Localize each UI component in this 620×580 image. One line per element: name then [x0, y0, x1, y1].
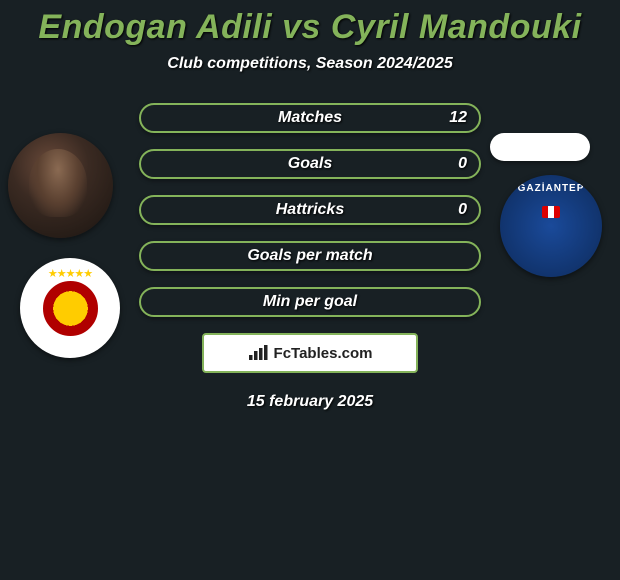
stat-label: Hattricks [276, 201, 344, 219]
stat-label: Goals per match [247, 247, 372, 265]
stat-label: Goals [288, 155, 332, 173]
stat-bar: Matches 12 [139, 103, 481, 133]
brand-text: FcTables.com [274, 345, 373, 362]
stat-value: 0 [458, 201, 467, 219]
stat-bars: Matches 12 Goals 0 Hattricks 0 Goals per… [139, 103, 481, 317]
club-right-label: GAZİANTEP [518, 183, 585, 194]
stat-label: Matches [278, 109, 342, 127]
stat-value: 0 [458, 155, 467, 173]
stat-bar: Goals 0 [139, 149, 481, 179]
date-label: 15 february 2025 [0, 393, 620, 411]
subtitle: Club competitions, Season 2024/2025 [0, 55, 620, 73]
stat-value: 12 [449, 109, 467, 127]
stars-icon: ★★★★★ [48, 267, 92, 280]
stat-label: Min per goal [263, 293, 357, 311]
page-title: Endogan Adili vs Cyril Mandouki [0, 8, 620, 47]
chart-icon [248, 345, 268, 361]
comparison-card: Endogan Adili vs Cyril Mandouki Club com… [0, 0, 620, 580]
stat-bar: Goals per match [139, 241, 481, 271]
content-area: ★★★★★ GAZİANTEP Matches 12 Goals 0 Hattr… [0, 103, 620, 411]
brand-badge: FcTables.com [202, 333, 418, 373]
stat-bar: Hattricks 0 [139, 195, 481, 225]
club-right-badge: GAZİANTEP [500, 175, 602, 277]
flag-icon [542, 206, 560, 218]
player-left-avatar [8, 133, 113, 238]
galatasaray-icon: ★★★★★ [43, 281, 98, 336]
stat-bar: Min per goal [139, 287, 481, 317]
club-left-badge: ★★★★★ [20, 258, 120, 358]
player-right-pill [490, 133, 590, 161]
